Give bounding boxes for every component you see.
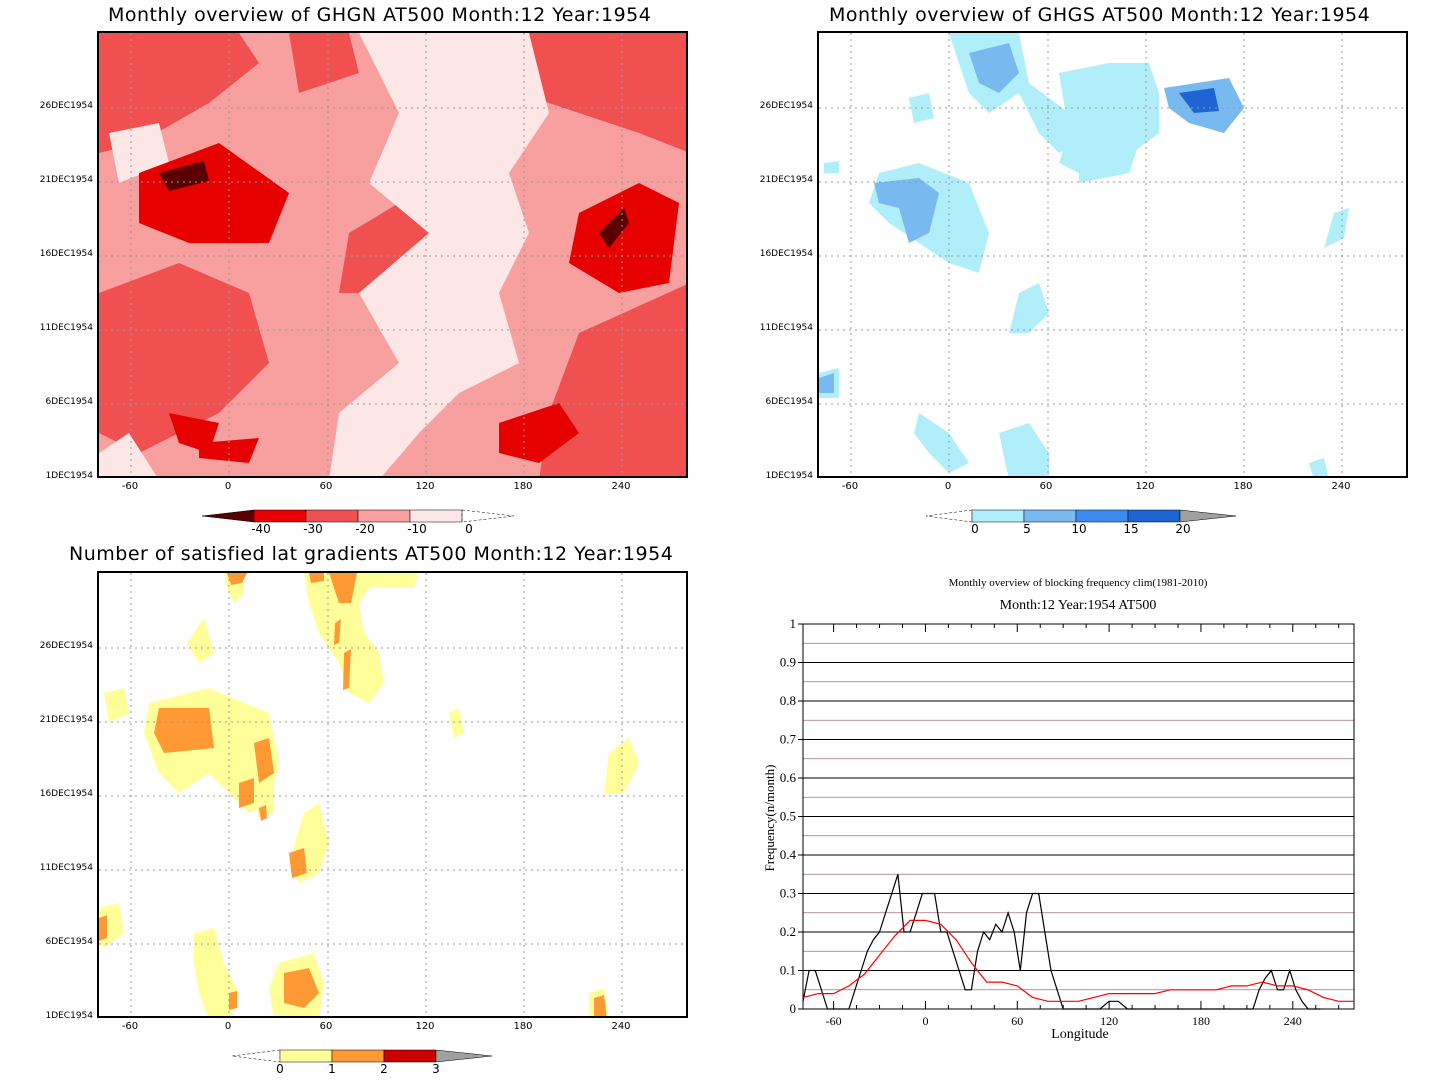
panel2-ytick: 16DEC1954: [759, 249, 813, 259]
panel3-plot: [97, 571, 688, 1018]
panel2-xtick: 240: [1331, 481, 1351, 492]
panel2-ytick: 26DEC1954: [759, 101, 813, 111]
y-tick-label: 0.2: [780, 924, 796, 939]
line-chart: -60 0 60 120 180 240 0 0.1 0.2 0.3 0.4 0.5 0.6 0.7 0.8…: [780, 616, 1355, 1028]
line-chart-title: Monthly overview of blocking frequency c…: [948, 577, 1208, 589]
panel2-colorbar-label: 15: [1123, 522, 1139, 536]
x-tick-label: 60: [1011, 1014, 1023, 1028]
panel1-ytick: 16DEC1954: [39, 249, 93, 259]
panel1-xtick: 180: [513, 481, 533, 492]
panel2-colorbar: [925, 509, 1237, 523]
line-chart-ylabel: Frequency(n/month): [762, 764, 777, 872]
y-tick-label: 0.4: [780, 847, 797, 862]
panel3-xtick: 240: [611, 1021, 631, 1032]
panel3-xtick: 180: [513, 1021, 533, 1032]
panel1-title: Monthly overview of GHGN AT500 Month:12 …: [108, 4, 652, 26]
panel1-ytick: 11DEC1954: [39, 323, 93, 333]
panel2-colorbar-label: 0: [971, 522, 979, 536]
y-tick-label: 0.9: [780, 655, 796, 670]
y-tick-label: 1: [790, 616, 797, 631]
panel2-ytick: 11DEC1954: [759, 323, 813, 333]
panel3-ytick: 6DEC1954: [45, 937, 93, 947]
y-tick-label: 0.6: [780, 770, 797, 785]
panel1-xtick: 60: [319, 481, 333, 492]
panel1-ytick: 1DEC1954: [45, 471, 93, 481]
y-tick-label: 0.7: [780, 732, 797, 747]
panel3-field: [99, 573, 639, 1016]
panel3-colorbar-label: 3: [432, 1062, 440, 1076]
x-tick-label: 180: [1192, 1014, 1210, 1028]
line-chart-xlabel: Longitude: [1051, 1027, 1109, 1042]
panel3-ytick: 1DEC1954: [45, 1011, 93, 1021]
y-tick-label: 0.3: [780, 886, 796, 901]
panel2-plot: [817, 31, 1408, 478]
panel1-grid: [99, 33, 686, 476]
panel1-colorbar-label: -10: [407, 522, 427, 536]
x-tick-label: 0: [922, 1014, 928, 1028]
panel3-xtick: -60: [121, 1021, 139, 1032]
panel3-colorbar-label: 1: [328, 1062, 336, 1076]
y-tick-label: 0: [790, 1001, 797, 1016]
panel1-xtick: -60: [121, 481, 139, 492]
panel3-ytick: 21DEC1954: [39, 715, 93, 725]
panel3-colorbar-label: 0: [276, 1062, 284, 1076]
panel2-xtick: 180: [1233, 481, 1253, 492]
panel1-xtick: 240: [611, 481, 631, 492]
panel3-colorbar: [231, 1049, 493, 1063]
panel1-colorbar: [201, 509, 515, 523]
series-line-red: [802, 919, 1354, 1002]
y-tick-label: 0.5: [780, 809, 796, 824]
panel1-colorbar-label: -40: [251, 522, 271, 536]
panel3-title: Number of satisfied lat gradients AT500 …: [69, 543, 674, 565]
panel2-grid: [819, 33, 1406, 476]
panel1-field: [99, 33, 686, 476]
panel1-ytick: 26DEC1954: [39, 101, 93, 111]
panel2-ytick: 1DEC1954: [765, 471, 813, 481]
panel2-colorbar-label: 10: [1071, 522, 1087, 536]
panel2-title: Monthly overview of GHGS AT500 Month:12 …: [829, 4, 1371, 26]
panel1-xtick: 0: [224, 481, 232, 492]
line-chart-subtitle: Month:12 Year:1954 AT500: [999, 598, 1157, 613]
panel3-colorbar-label: 2: [380, 1062, 388, 1076]
series-line-black: [802, 874, 1321, 1010]
y-tick-label: 0.1: [780, 963, 796, 978]
x-tick-label: 120: [1100, 1014, 1118, 1028]
panel2-colorbar-label: 20: [1175, 522, 1191, 536]
panel2-colorbar-label: 5: [1023, 522, 1031, 536]
panel2-ytick: 6DEC1954: [765, 397, 813, 407]
panel3-ytick: 26DEC1954: [39, 641, 93, 651]
panel3-ytick: 16DEC1954: [39, 789, 93, 799]
x-tick-label: 240: [1284, 1014, 1302, 1028]
panel2-xtick: -60: [841, 481, 859, 492]
panel1-colorbar-label: -30: [303, 522, 323, 536]
panel3-grid: [99, 573, 686, 1016]
panel1-xtick: 120: [415, 481, 435, 492]
panel2-ytick: 21DEC1954: [759, 175, 813, 185]
panel2-xtick: 0: [944, 481, 952, 492]
panel1-colorbar-label: -20: [355, 522, 375, 536]
panel3-xtick: 60: [319, 1021, 333, 1032]
panel3-xtick: 0: [224, 1021, 232, 1032]
y-tick-label: 0.8: [780, 693, 796, 708]
x-tick-label: -60: [826, 1014, 842, 1028]
panel2-xtick: 60: [1039, 481, 1053, 492]
panel1-ytick: 21DEC1954: [39, 175, 93, 185]
panel2-xtick: 120: [1135, 481, 1155, 492]
panel1-plot: [97, 31, 688, 478]
panel2-field: [819, 33, 1349, 476]
panel3-ytick: 11DEC1954: [39, 863, 93, 873]
panel1-colorbar-label: 0: [465, 522, 473, 536]
panel3-xtick: 120: [415, 1021, 435, 1032]
panel1-ytick: 6DEC1954: [45, 397, 93, 407]
